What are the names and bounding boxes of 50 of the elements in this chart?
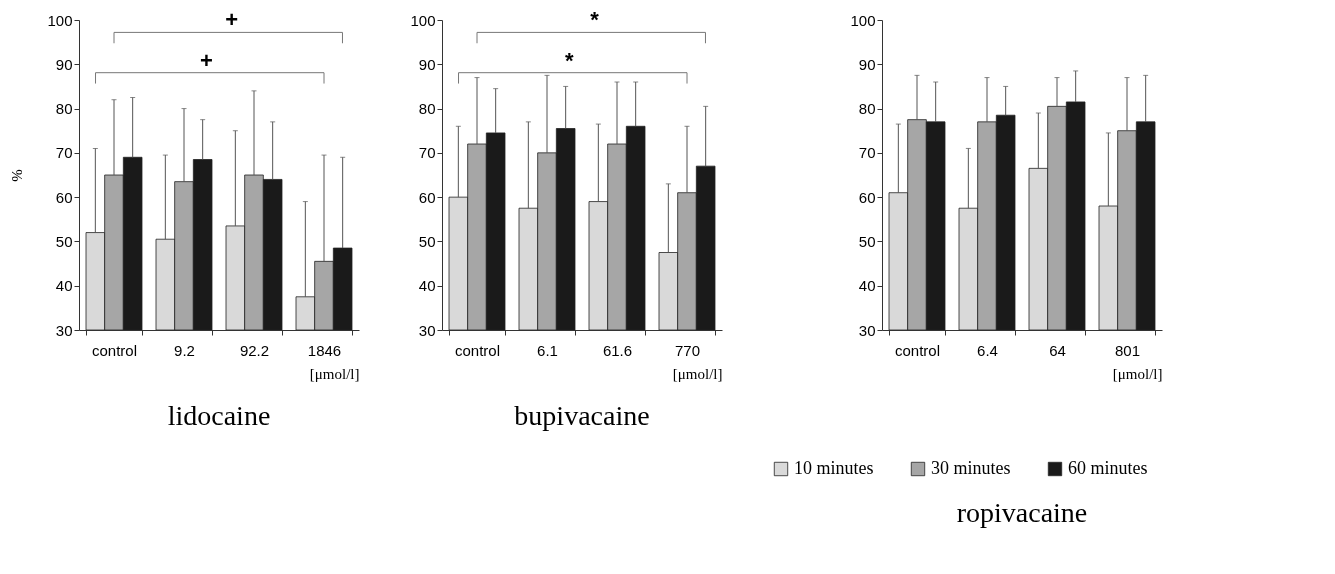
y-tick-label: 80 (55, 100, 73, 118)
y-tick-label: 50 (55, 232, 73, 250)
y-tick-label: 30 (418, 321, 436, 339)
legend-label: 60 minutes (1068, 458, 1148, 478)
y-tick-label: 70 (55, 144, 73, 162)
y-tick-label: 100 (410, 11, 436, 29)
x-tick-label: control (454, 341, 501, 359)
x-tick-label: control (91, 341, 138, 359)
y-tick-label: 70 (418, 144, 436, 162)
x-tick-label: 9.2 (174, 341, 195, 359)
legend-label: 10 minutes (794, 458, 874, 478)
x-axis-title: [μmol/l] (672, 365, 723, 382)
y-tick-label: 60 (418, 188, 436, 206)
text: ropivacaine (956, 497, 1088, 528)
y-tick-label: 90 (418, 55, 436, 73)
y-tick-label: 80 (418, 100, 436, 118)
y-tick-label: 90 (55, 55, 73, 73)
x-tick-label: 801 (1114, 341, 1141, 359)
y-tick-label: 40 (418, 277, 436, 295)
text: lidocaine (167, 400, 271, 431)
x-tick-label: control (894, 341, 941, 359)
legend-label: 30 minutes (931, 458, 1011, 478)
y-tick-label: 30 (55, 321, 73, 339)
y-tick-label: 60 (55, 188, 73, 206)
annotation: * (565, 47, 575, 73)
y-tick-label: 70 (858, 144, 876, 162)
x-tick-label: 6.4 (977, 341, 998, 359)
x-tick-label: 1846 (307, 341, 342, 359)
y-axis-title: % (9, 169, 26, 182)
y-tick-label: 30 (858, 321, 876, 339)
annotation: + (199, 47, 213, 73)
x-tick-label: 92.2 (239, 341, 270, 359)
y-tick-label: 50 (418, 232, 436, 250)
y-tick-label: 40 (55, 277, 73, 295)
y-tick-label: 60 (858, 188, 876, 206)
y-tick-label: 90 (858, 55, 876, 73)
x-tick-label: 61.6 (602, 341, 633, 359)
y-tick-label: 40 (858, 277, 876, 295)
annotation: * (590, 7, 600, 33)
text: bupivacaine (514, 400, 650, 431)
y-tick-label: 50 (858, 232, 876, 250)
y-tick-label: 100 (850, 11, 876, 29)
x-tick-label: 770 (674, 341, 701, 359)
y-tick-label: 80 (858, 100, 876, 118)
x-tick-label: 6.1 (537, 341, 558, 359)
x-tick-label: 64 (1049, 341, 1066, 359)
x-axis-title: [μmol/l] (1112, 365, 1163, 382)
x-axis-title: [μmol/l] (309, 365, 360, 382)
annotation: + (225, 7, 239, 33)
y-tick-label: 100 (47, 11, 73, 29)
